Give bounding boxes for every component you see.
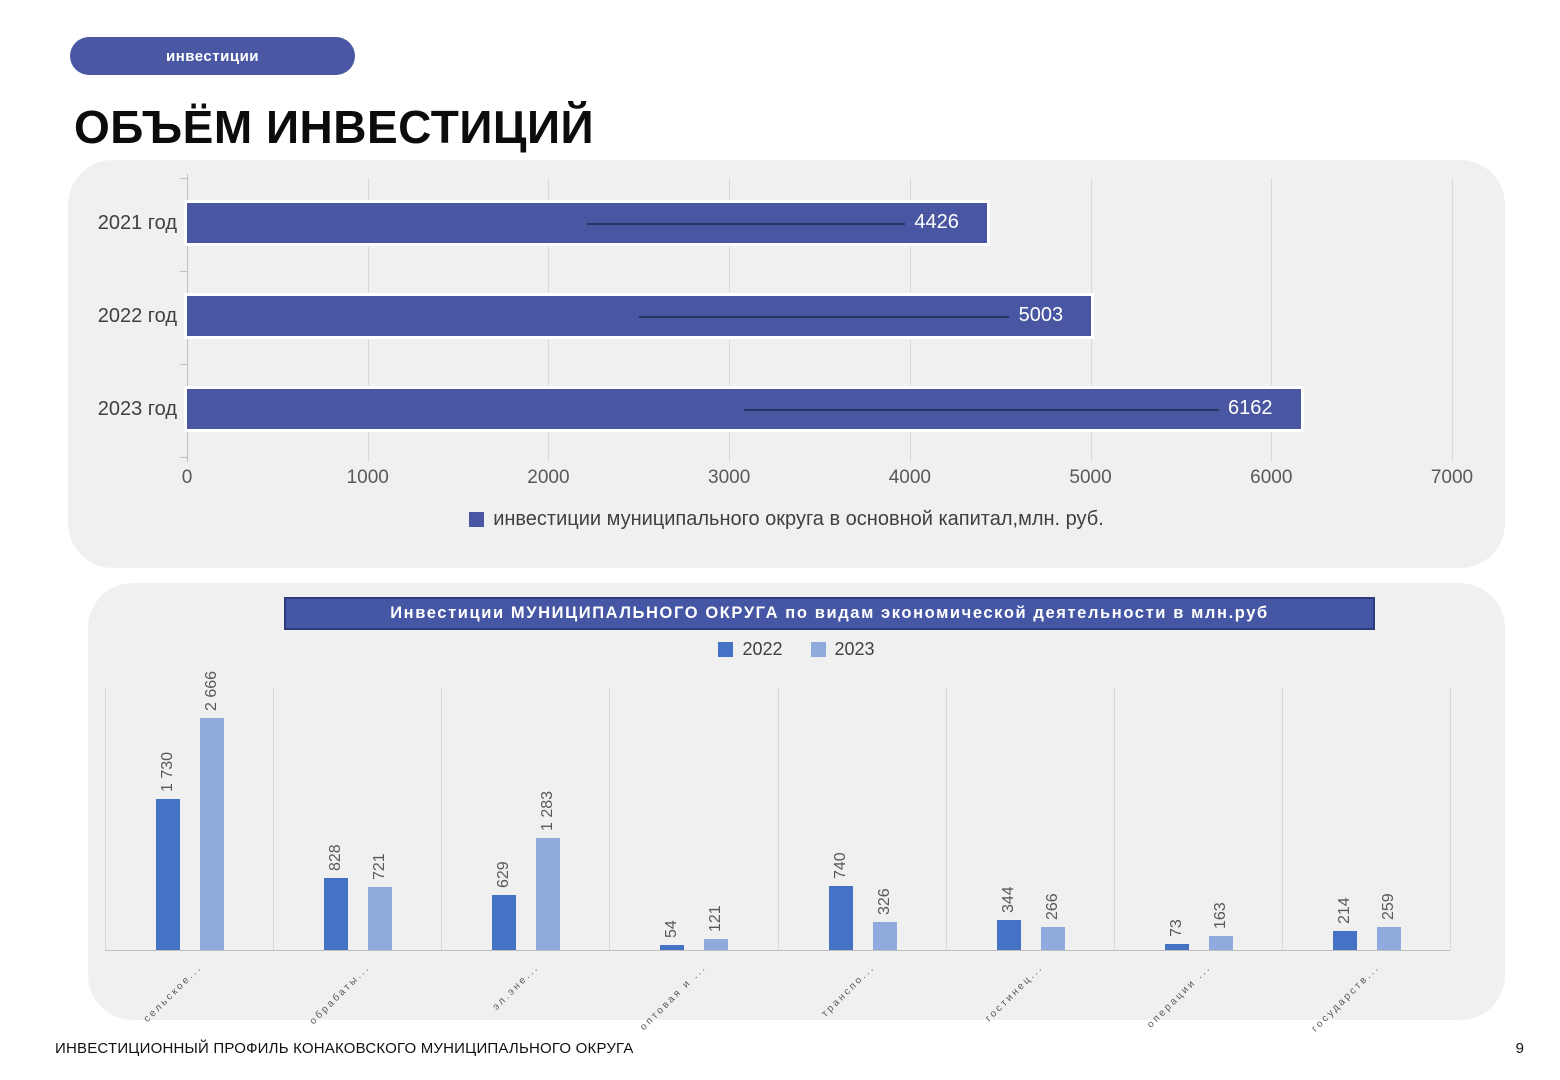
- investments-badge-label: инвестиции: [165, 47, 260, 65]
- category-label: гостинец...: [983, 962, 1046, 1025]
- chart1-legend: инвестиции муниципального округа в основ…: [68, 508, 1505, 531]
- year-category-label: 2021 год: [97, 212, 177, 234]
- column-value-label: 54: [663, 920, 681, 939]
- chart2-legend: 2022 2023: [88, 639, 1505, 660]
- column-bar-2023: [1208, 935, 1233, 950]
- group-separator: [1281, 688, 1283, 950]
- page-title: ОБЪЁМ ИНВЕСТИЦИЙ: [74, 101, 595, 153]
- column-value-label: 740: [831, 851, 849, 879]
- axis-tick: [180, 364, 187, 365]
- column-value-label: 121: [707, 905, 725, 933]
- column-bar-2023: [1376, 927, 1401, 950]
- label-leader-line: [586, 223, 905, 225]
- x-tick-label: 6000: [1250, 467, 1293, 488]
- column-bar-2023: [872, 921, 897, 950]
- year-category-label: 2022 год: [97, 305, 177, 327]
- bar-value-label: 6162: [1228, 397, 1273, 419]
- axis-tick: [180, 178, 187, 179]
- gridline: [1452, 178, 1453, 462]
- column-bar-2022: [492, 895, 517, 950]
- group-separator: [609, 688, 611, 950]
- group-separator: [441, 688, 443, 950]
- x-tick-label: 1000: [346, 467, 389, 488]
- column-value-label: 2 666: [203, 670, 220, 711]
- page-number: 9: [1515, 1040, 1524, 1057]
- axis-tick: [180, 271, 187, 272]
- chart1-legend-label: инвестиции муниципального округа в основ…: [493, 508, 1104, 530]
- column-value-label: 326: [875, 887, 893, 915]
- column-value-label: 214: [1335, 897, 1353, 925]
- column-value-label: 266: [1043, 893, 1061, 920]
- column-value-label: 721: [371, 853, 389, 881]
- investments-badge: инвестиции: [70, 37, 355, 75]
- group-separator: [105, 688, 106, 950]
- x-axis-baseline: [105, 950, 1450, 951]
- x-tick-label: 4000: [888, 467, 931, 488]
- group-separator: [1450, 688, 1451, 950]
- column-bar-2023: [1040, 926, 1065, 950]
- year-category-label: 2023 год: [97, 398, 177, 420]
- column-bar-2022: [1332, 931, 1357, 950]
- column-value-label: 259: [1379, 893, 1397, 921]
- investment-volume-chart-panel: 0 1000 2000 3000 4000 5000 6000 7000 2021 год 442…: [68, 160, 1505, 568]
- column-bar-2023: [536, 838, 561, 950]
- category-label: обрабаты...: [308, 962, 373, 1027]
- column-bar-2023: [200, 718, 224, 950]
- column-value-label: 163: [1211, 902, 1229, 929]
- column-bar-2022: [996, 920, 1021, 950]
- category-label: транспо...: [819, 962, 878, 1020]
- label-leader-line: [743, 409, 1219, 411]
- column-bar-2022: [324, 877, 349, 950]
- chart1-legend-swatch-icon: [469, 512, 485, 527]
- column-value-label: 828: [327, 844, 345, 871]
- label-leader-line: [639, 316, 1010, 318]
- column-value-label: 344: [999, 886, 1017, 914]
- x-tick-label: 0: [181, 467, 193, 488]
- column-bar-2023: [368, 887, 393, 950]
- column-value-label: 73: [1167, 918, 1185, 937]
- legend-2023-swatch-icon: [810, 642, 826, 657]
- bar-value-label: 5003: [1018, 304, 1064, 326]
- group-separator: [777, 688, 779, 950]
- group-separator: [1113, 688, 1115, 950]
- investment-by-activity-chart-panel: Инвестиции МУНИЦИПАЛЬНОГО ОКРУГА по вида…: [88, 583, 1505, 1034]
- group-separator: [945, 688, 947, 950]
- column-bar-2022: [156, 799, 180, 950]
- column-bar-2022: [1164, 943, 1189, 950]
- category-label: оптовая и ...: [638, 962, 710, 1033]
- group-separator: [273, 688, 275, 950]
- legend-2022-swatch-icon: [718, 642, 734, 657]
- x-tick-label: 5000: [1069, 467, 1112, 488]
- column-bar-2022: [660, 945, 685, 950]
- footer-title: ИНВЕСТИЦИОННЫЙ ПРОФИЛЬ КОНАКОВСКОГО МУНИ…: [55, 1040, 634, 1057]
- column-value-label: 1 283: [539, 791, 557, 832]
- legend-2022-label: 2022: [742, 639, 783, 659]
- x-tick-label: 2000: [527, 467, 570, 488]
- bar-value-label: 4426: [914, 211, 959, 233]
- category-label: сельское...: [142, 962, 205, 1025]
- legend-2023-label: 2023: [834, 639, 875, 659]
- x-tick-label: 3000: [708, 467, 751, 488]
- x-tick-label: 7000: [1430, 467, 1474, 488]
- column-bar-2023: [704, 939, 729, 950]
- column-value-label: 629: [495, 861, 513, 889]
- category-label: эл.эне...: [490, 962, 542, 1013]
- axis-tick: [180, 457, 187, 458]
- column-value-label: 1 730: [159, 752, 176, 793]
- category-label: операции ...: [1145, 962, 1214, 1031]
- chart2-title: Инвестиции МУНИЦИПАЛЬНОГО ОКРУГА по вида…: [284, 597, 1375, 630]
- category-label: государств...: [1309, 962, 1382, 1035]
- column-bar-2022: [828, 885, 853, 950]
- gridline: [1271, 178, 1273, 462]
